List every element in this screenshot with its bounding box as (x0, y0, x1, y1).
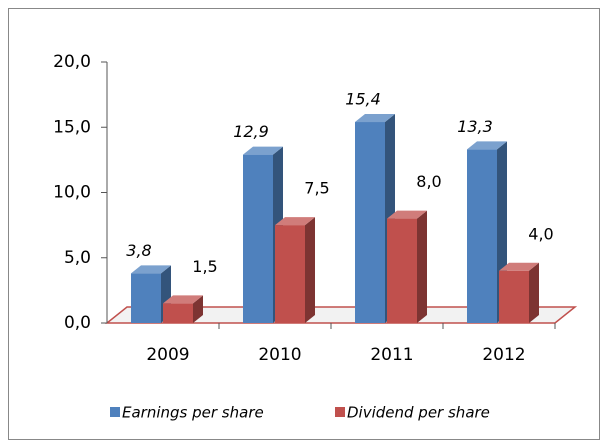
value-label: 3,8 (126, 241, 151, 260)
bar-side (417, 210, 427, 323)
x-tick-label: 2011 (370, 345, 413, 365)
bar-top (131, 265, 171, 274)
value-label: 15,4 (345, 90, 381, 109)
bar-top (275, 217, 315, 226)
bar-top (243, 146, 283, 155)
legend-swatch (110, 407, 120, 417)
y-tick-label: 15,0 (53, 117, 91, 137)
value-label: 1,5 (192, 257, 217, 276)
y-tick-label: 5,0 (64, 248, 91, 268)
value-label: 13,3 (457, 117, 493, 136)
bar-top (387, 210, 427, 219)
legend-swatch (335, 407, 345, 417)
bar-side (305, 217, 315, 323)
y-tick-label: 0,0 (64, 313, 91, 333)
bar-top (355, 114, 395, 123)
bar (387, 218, 417, 323)
bar-top (467, 141, 507, 150)
y-tick-label: 10,0 (53, 183, 91, 203)
value-label: 8,0 (416, 172, 441, 191)
bar (275, 225, 305, 323)
bar-top (499, 262, 539, 271)
value-label: 7,5 (304, 179, 329, 198)
value-label: 12,9 (233, 122, 269, 141)
bar (131, 273, 161, 323)
bar (355, 122, 385, 323)
bar-side (529, 262, 539, 323)
x-tick-label: 2010 (258, 345, 301, 365)
x-tick-label: 2009 (146, 345, 189, 365)
legend-label: Earnings per share (122, 404, 264, 422)
bar-top (163, 295, 203, 304)
legend-label: Dividend per share (347, 404, 490, 422)
bar (467, 149, 497, 323)
bar (163, 303, 193, 323)
bar (499, 270, 529, 323)
bar-side (193, 295, 203, 323)
y-tick-label: 20,0 (53, 52, 91, 72)
x-tick-label: 2012 (482, 345, 525, 365)
bar (243, 154, 273, 323)
value-label: 4,0 (528, 224, 553, 243)
